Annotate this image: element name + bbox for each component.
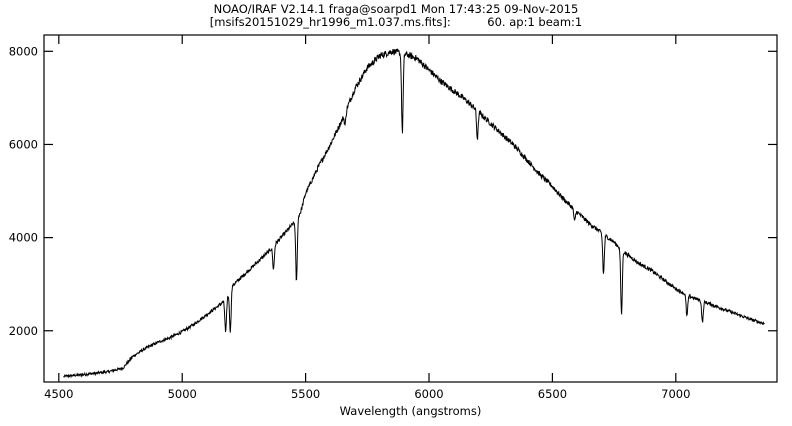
plot-title-line-1: NOAO/IRAF V2.14.1 fraga@soarpd1 Mon 17:4… [213,2,579,16]
x-tick-label: 7000 [661,387,690,401]
spectrum-line [63,47,765,379]
tick-labels: 4500 5000 5500 6000 6500 7000 2000 4000 6000 8000 [9,44,691,401]
y-tick-label: 8000 [9,44,38,58]
x-tick-label: 5000 [168,387,197,401]
x-tick-label: 6000 [414,387,443,401]
y-tick-label: 4000 [9,231,38,245]
plot-frame [43,34,778,383]
x-tick-label: 6500 [538,387,567,401]
axis-ticks [44,35,777,382]
x-tick-label: 4500 [44,387,73,401]
y-tick-label: 2000 [9,324,38,338]
x-axis-label: Wavelength (angstroms) [340,404,482,418]
plot-title-line-2: [msifs20151029_hr1996_m1.037.ms.fits]: 6… [209,15,583,29]
y-tick-label: 6000 [9,137,38,151]
x-tick-label: 5500 [291,387,320,401]
